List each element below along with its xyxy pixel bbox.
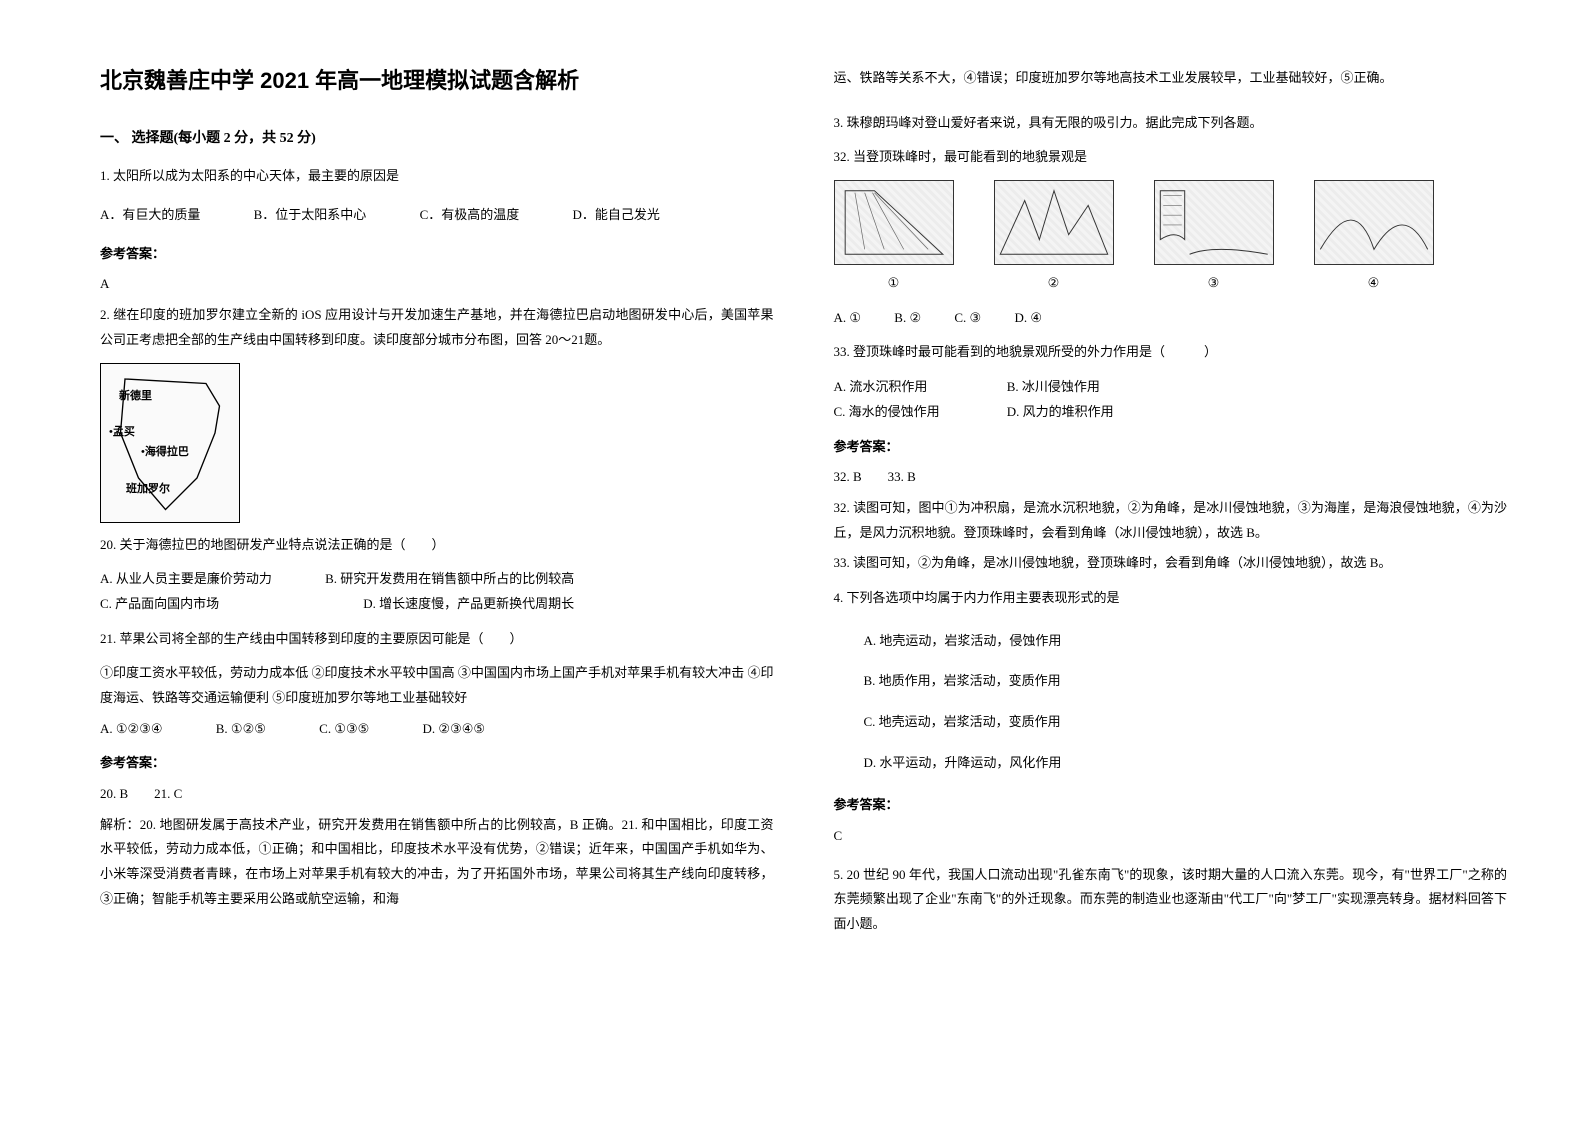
thumb-num-row: ① ② ③ ④ xyxy=(834,271,1508,296)
q32-d: D. ④ xyxy=(1014,306,1042,331)
q33-row1: A. 流水沉积作用 B. 冰川侵蚀作用 xyxy=(834,375,1508,400)
q3-explain2: 33. 读图可知，②为角峰，是冰川侵蚀地貌，登顶珠峰时，会看到角峰（冰川侵蚀地貌… xyxy=(834,551,1508,576)
q1-opt-a: A．有巨大的质量 xyxy=(100,203,200,228)
map-label-mumbai: •孟买 xyxy=(109,422,135,443)
q33-row2: C. 海水的侵蚀作用 D. 风力的堆积作用 xyxy=(834,400,1508,425)
q21-d: D. ②③④⑤ xyxy=(423,721,486,736)
q33-d: D. 风力的堆积作用 xyxy=(1007,404,1114,419)
thumb-4 xyxy=(1314,180,1434,265)
q20-row2: C. 产品面向国内市场 D. 增长速度慢，产品更新换代周期长 xyxy=(100,592,774,617)
q2-explain-cont: 运、铁路等关系不大，④错误；印度班加罗尔等地高技术工业发展较早，工业基础较好，⑤… xyxy=(834,66,1508,91)
q2-stem: 2. 继在印度的班加罗尔建立全新的 iOS 应用设计与开发加速生产基地，并在海德… xyxy=(100,303,774,352)
q3-ans: 32. B 33. B xyxy=(834,465,1508,490)
q33-c: C. 海水的侵蚀作用 xyxy=(834,400,1004,425)
thumb-1 xyxy=(834,180,954,265)
q1-stem: 1. 太阳所以成为太阳系的中心天体，最主要的原因是 xyxy=(100,164,774,189)
q20-d: D. 增长速度慢，产品更新换代周期长 xyxy=(363,596,574,611)
q20-b: B. 研究开发费用在销售额中所占的比例较高 xyxy=(325,571,574,586)
sand-dune-icon xyxy=(1315,181,1433,264)
q3-ans-label: 参考答案： xyxy=(834,435,1508,460)
sea-cliff-icon xyxy=(1155,181,1273,264)
q3-explain1: 32. 读图可知，图中①为冲积扇，是流水沉积地貌，②为角峰，是冰川侵蚀地貌，③为… xyxy=(834,496,1508,545)
thumb-num-2: ② xyxy=(994,271,1114,296)
q4-ans-label: 参考答案： xyxy=(834,793,1508,818)
q32-b: B. ② xyxy=(894,306,921,331)
q2-ans: 20. B 21. C xyxy=(100,782,774,807)
thumb-num-3: ③ xyxy=(1154,271,1274,296)
q4-ans: C xyxy=(834,824,1508,849)
q20-c: C. 产品面向国内市场 xyxy=(100,592,360,617)
q4-c: C. 地壳运动，岩浆活动，变质作用 xyxy=(864,710,1508,735)
map-label-delhi: 新德里 xyxy=(119,386,152,407)
q20-a: A. 从业人员主要是廉价劳动力 xyxy=(100,567,272,592)
alluvial-fan-icon xyxy=(835,181,953,264)
exam-page: 北京魏善庄中学 2021 年高一地理模拟试题含解析 一、 选择题(每小题 2 分… xyxy=(0,0,1587,983)
q32-optrow: A. ① B. ② C. ③ D. ④ xyxy=(834,306,1508,331)
q21-b: B. ①②⑤ xyxy=(216,717,266,742)
q21-stem: 21. 苹果公司将全部的生产线由中国转移到印度的主要原因可能是（ ） xyxy=(100,627,774,652)
q2-explain: 解析：20. 地图研发属于高技术产业，研究开发费用在销售额中所占的比例较高，B … xyxy=(100,813,774,912)
q4-d: D. 水平运动，升降运动，风化作用 xyxy=(864,751,1508,776)
india-map-figure: 新德里 •孟买 •海得拉巴 班加罗尔 xyxy=(100,363,240,523)
page-title: 北京魏善庄中学 2021 年高一地理模拟试题含解析 xyxy=(100,60,774,102)
q32-stem: 32. 当登顶珠峰时，最可能看到的地貌景观是 xyxy=(834,145,1508,170)
right-column: 运、铁路等关系不大，④错误；印度班加罗尔等地高技术工业发展较早，工业基础较好，⑤… xyxy=(834,60,1508,943)
thumb-num-1: ① xyxy=(834,271,954,296)
q3-stem: 3. 珠穆朗玛峰对登山爱好者来说，具有无限的吸引力。据此完成下列各题。 xyxy=(834,111,1508,136)
q4-choices: A. 地壳运动，岩浆活动，侵蚀作用 B. 地质作用，岩浆活动，变质作用 C. 地… xyxy=(864,629,1508,776)
q20-stem: 20. 关于海德拉巴的地图研发产业特点说法正确的是（ ） xyxy=(100,533,774,558)
thumb-num-4: ④ xyxy=(1314,271,1434,296)
map-label-bangalore: 班加罗尔 xyxy=(126,479,170,500)
q33-stem: 33. 登顶珠峰时最可能看到的地貌景观所受的外力作用是（ ） xyxy=(834,340,1508,365)
map-label-hyderabad: •海得拉巴 xyxy=(141,442,189,463)
q5-stem: 5. 20 世纪 90 年代，我国人口流动出现"孔雀东南飞"的现象，该时期大量的… xyxy=(834,863,1508,937)
section-1-heading: 一、 选择题(每小题 2 分，共 52 分) xyxy=(100,126,774,153)
q33-a: A. 流水沉积作用 xyxy=(834,375,1004,400)
q4-b: B. 地质作用，岩浆活动，变质作用 xyxy=(864,669,1508,694)
q21-opts-line: ①印度工资水平较低，劳动力成本低 ②印度技术水平较中国高 ③中国国内市场上国产手… xyxy=(100,661,774,710)
q21-a: A. ①②③④ xyxy=(100,717,163,742)
q4-stem: 4. 下列各选项中均属于内力作用主要表现形式的是 xyxy=(834,586,1508,611)
q32-c: C. ③ xyxy=(954,306,981,331)
thumb-3 xyxy=(1154,180,1274,265)
landform-thumbs xyxy=(834,180,1508,265)
q1-opt-d: D．能自己发光 xyxy=(572,207,659,222)
q33-b: B. 冰川侵蚀作用 xyxy=(1007,379,1100,394)
q21-c: C. ①③⑤ xyxy=(319,717,369,742)
q1-ans: A xyxy=(100,272,774,297)
q1-opt-c: C．有极高的温度 xyxy=(420,203,520,228)
thumb-2 xyxy=(994,180,1114,265)
q21-optrow: A. ①②③④ B. ①②⑤ C. ①③⑤ D. ②③④⑤ xyxy=(100,717,774,742)
q2-ans-label: 参考答案： xyxy=(100,751,774,776)
q20-row1: A. 从业人员主要是廉价劳动力 B. 研究开发费用在销售额中所占的比例较高 xyxy=(100,567,774,592)
q1-opt-b: B．位于太阳系中心 xyxy=(254,203,367,228)
left-column: 北京魏善庄中学 2021 年高一地理模拟试题含解析 一、 选择题(每小题 2 分… xyxy=(100,60,774,943)
horn-peak-icon xyxy=(995,181,1113,264)
q4-a: A. 地壳运动，岩浆活动，侵蚀作用 xyxy=(864,629,1508,654)
q32-a: A. ① xyxy=(834,306,862,331)
q1-ans-label: 参考答案： xyxy=(100,242,774,267)
q1-options: A．有巨大的质量 B．位于太阳系中心 C．有极高的温度 D．能自己发光 xyxy=(100,203,774,228)
